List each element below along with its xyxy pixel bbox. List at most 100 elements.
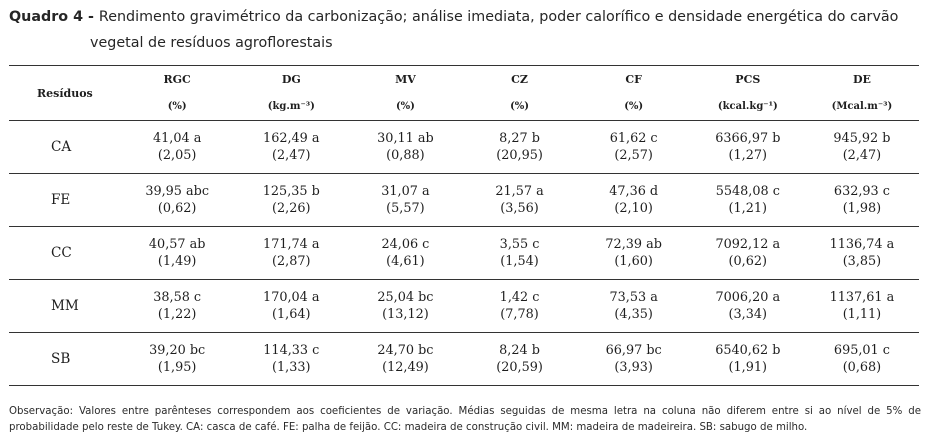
cell-mean: 1137,61 a: [829, 290, 895, 305]
table-cell: 39,20 bc (1,95): [120, 333, 234, 386]
cell-coefficient: (3,93): [614, 360, 653, 375]
column-unit: (kcal.kg⁻¹): [690, 93, 805, 121]
table-cell: 945,92 b (2,47): [805, 121, 919, 174]
cell-coefficient: (1,98): [842, 201, 882, 216]
cell-mean: 695,01 c: [833, 343, 890, 358]
table-footnote: Observação: Valores entre parênteses cor…: [9, 404, 921, 436]
table-row: CA 41,04 a (2,05) 162,49 a (2,47) 30,11 ab (0,…: [9, 121, 919, 174]
table-cell: 1136,74 a (3,85): [805, 227, 919, 280]
table-cell: 47,36 d (2,10): [577, 174, 691, 227]
cell-mean: 1,42 c: [499, 290, 540, 305]
column-header: DE: [804, 65, 919, 93]
cell-mean: 38,58 c: [153, 290, 202, 305]
cell-coefficient: (5,57): [386, 201, 425, 216]
cell-mean: 6540,62 b: [715, 343, 781, 358]
table-cell: 31,07 a (5,57): [348, 174, 462, 227]
table-cell: 7092,12 a (0,62): [691, 227, 805, 280]
cell-mean: 8,27 b: [499, 131, 540, 146]
cell-mean: 40,57 ab: [148, 237, 206, 252]
cell-coefficient: (7,78): [500, 307, 539, 322]
cell-mean: 7006,20 a: [715, 290, 781, 305]
cell-coefficient: (1,22): [157, 307, 197, 322]
table-row: CC 40,57 ab (1,49) 171,74 a (2,87) 24,06 c (4,…: [9, 227, 919, 280]
cell-coefficient: (1,95): [157, 360, 197, 375]
table-cell: 25,04 bc (13,12): [348, 280, 462, 333]
table-cell: 1137,61 a (1,11): [805, 280, 919, 333]
table-cell: 73,53 a (4,35): [577, 280, 691, 333]
cell-coefficient: (1,21): [728, 201, 768, 216]
cell-mean: 5548,08 c: [715, 184, 780, 199]
cell-mean: 125,35 b: [262, 184, 320, 199]
row-label: SB: [51, 350, 71, 367]
table-cell: 3,55 c (1,54): [462, 227, 576, 280]
column-header: CF: [576, 65, 691, 93]
column-header: CZ: [462, 65, 577, 93]
cell-mean: 24,70 bc: [377, 343, 434, 358]
table-cell: 41,04 a (2,05): [120, 121, 234, 174]
cell-mean: 73,53 a: [609, 290, 658, 305]
table-cell: 30,11 ab (0,88): [348, 121, 462, 174]
cell-coefficient: (2,47): [842, 148, 882, 163]
cell-mean: 61,62 c: [609, 131, 658, 146]
cell-mean: 162,49 a: [263, 131, 320, 146]
column-unit: (%): [120, 93, 235, 121]
cell-coefficient: (12,49): [382, 360, 429, 375]
cell-coefficient: (2,87): [272, 254, 311, 269]
cell-mean: 170,04 a: [263, 290, 320, 305]
cell-coefficient: (1,27): [728, 148, 768, 163]
table-cell: 66,97 bc (3,93): [577, 333, 691, 386]
column-header: PCS: [690, 65, 805, 93]
column-header: RGC: [120, 65, 235, 93]
unit-row: (%) (kg.m⁻³) (%) (%) (%) (kcal.kg⁻¹) (Mc…: [9, 93, 919, 121]
footnote-line-1: Observação: Valores entre parênteses cor…: [9, 406, 921, 417]
table-cell: 61,62 c (2,57): [577, 121, 691, 174]
cell-coefficient: (4,35): [614, 307, 653, 322]
table-cell: 8,24 b (20,59): [462, 333, 576, 386]
cell-coefficient: (0,62): [728, 254, 768, 269]
cell-coefficient: (0,62): [157, 201, 197, 216]
cell-mean: 945,92 b: [833, 131, 891, 146]
cell-coefficient: (0,88): [386, 148, 425, 163]
caption-line-2: vegetal de resíduos agroflorestais: [90, 35, 333, 51]
caption-label: Quadro 4 -: [9, 9, 99, 25]
table-cell: 171,74 a (2,87): [234, 227, 348, 280]
cell-coefficient: (3,85): [842, 254, 882, 269]
row-label: MM: [51, 297, 79, 314]
table-cell: 170,04 a (1,64): [234, 280, 348, 333]
caption-line-1: Quadro 4 - Rendimento gravimétrico da ca…: [9, 4, 919, 30]
table-caption: Quadro 4 - Rendimento gravimétrico da ca…: [9, 4, 919, 56]
table-cell: 695,01 c (0,68): [805, 333, 919, 386]
table-cell: 114,33 c (1,33): [234, 333, 348, 386]
table-cell: 7006,20 a (3,34): [691, 280, 805, 333]
cell-mean: 114,33 c: [263, 343, 320, 358]
table-cell: 162,49 a (2,47): [234, 121, 348, 174]
column-unit: (kg.m⁻³): [234, 93, 349, 121]
cell-mean: 39,95 abc: [145, 184, 210, 199]
table-cell: 1,42 c (7,78): [462, 280, 576, 333]
cell-mean: 41,04 a: [153, 131, 202, 146]
table-row: MM 38,58 c (1,22) 170,04 a (1,64) 25,04 bc (13…: [9, 280, 919, 333]
table-cell: 632,93 c (1,98): [805, 174, 919, 227]
cell-coefficient: (4,61): [386, 254, 425, 269]
cell-coefficient: (2,10): [614, 201, 653, 216]
column-header: MV: [348, 65, 463, 93]
table-row: FE 39,95 abc (0,62) 125,35 b (2,26) 31,07 a (5…: [9, 174, 919, 227]
cell-mean: 7092,12 a: [715, 237, 781, 252]
cell-coefficient: (1,11): [842, 307, 882, 322]
cell-mean: 8,24 b: [499, 343, 540, 358]
cell-mean: 30,11 ab: [377, 131, 434, 146]
table-cell: 21,57 a (3,56): [462, 174, 576, 227]
table-cell: 72,39 ab (1,60): [577, 227, 691, 280]
table-cell: 125,35 b (2,26): [234, 174, 348, 227]
cell-mean: 21,57 a: [495, 184, 544, 199]
cell-mean: 632,93 c: [833, 184, 890, 199]
cell-mean: 1136,74 a: [829, 237, 895, 252]
cell-coefficient: (1,60): [614, 254, 653, 269]
table-cell: 6540,62 b (1,91): [691, 333, 805, 386]
cell-mean: 3,55 c: [499, 237, 540, 252]
table-cell: 6366,97 b (1,27): [691, 121, 805, 174]
cell-coefficient: (2,47): [272, 148, 311, 163]
cell-coefficient: (1,49): [157, 254, 197, 269]
column-unit: (%): [462, 93, 577, 121]
cell-mean: 6366,97 b: [715, 131, 781, 146]
